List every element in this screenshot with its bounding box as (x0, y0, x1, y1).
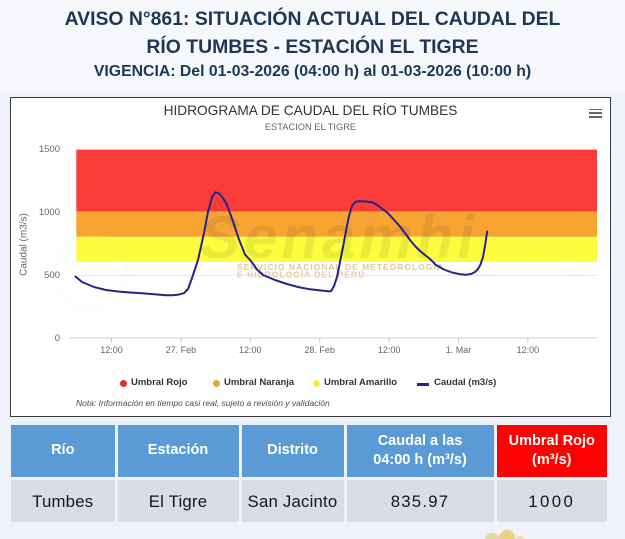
svg-text:Senamhi: Senamhi (200, 204, 478, 271)
svg-text:E HIDROLOGÍA DEL PERÚ: E HIDROLOGÍA DEL PERÚ (237, 269, 365, 280)
